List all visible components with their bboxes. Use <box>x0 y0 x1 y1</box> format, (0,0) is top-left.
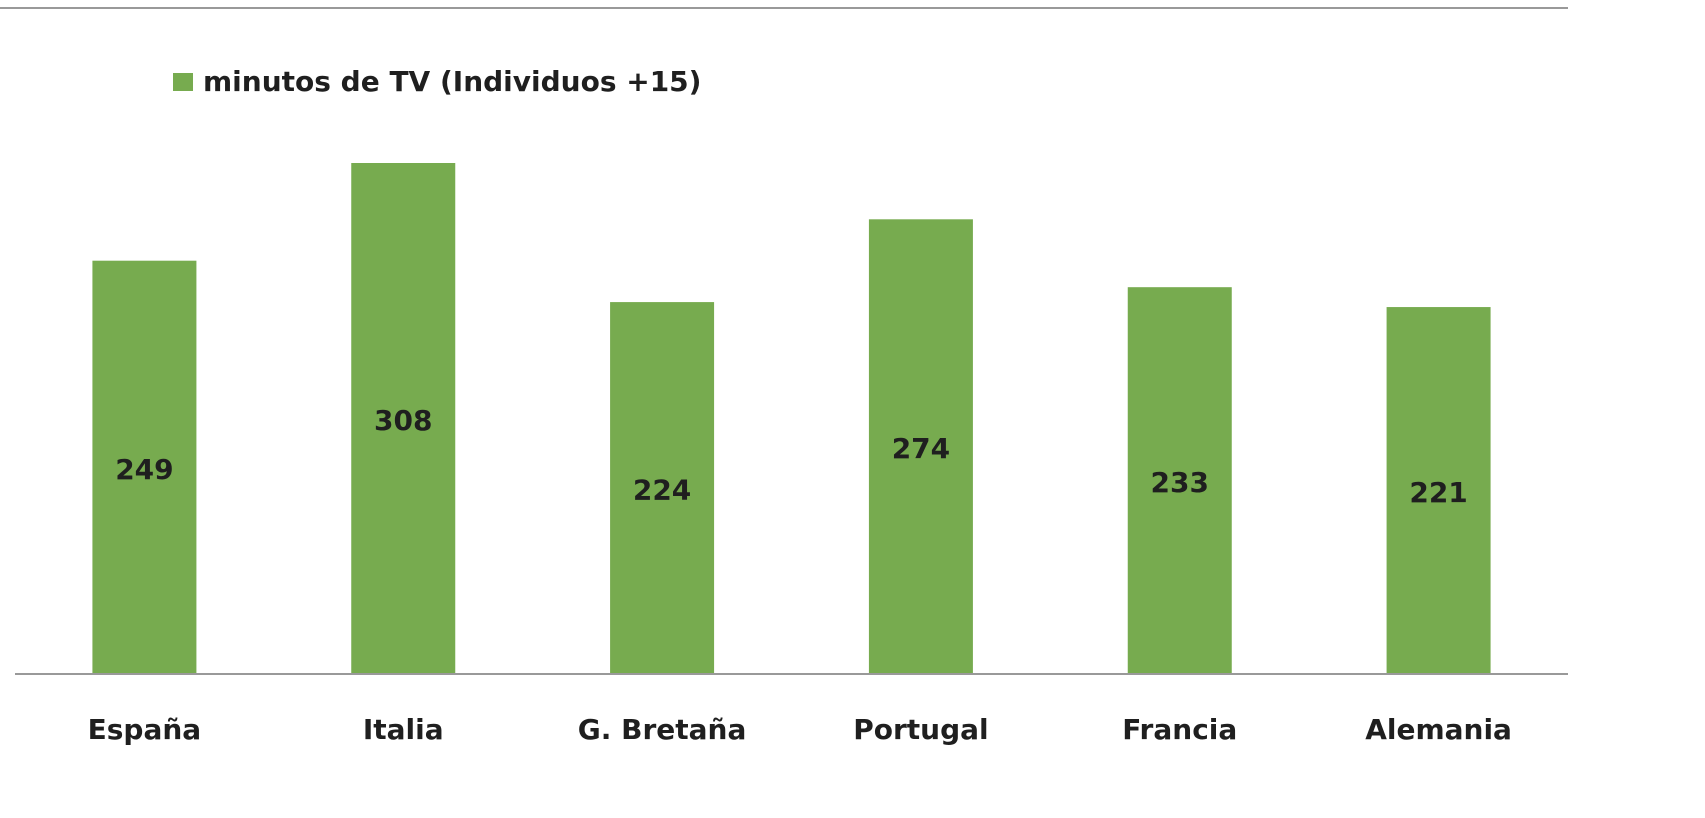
value-label: 233 <box>1151 466 1209 499</box>
x-tick-label: G. Bretaña <box>578 713 747 746</box>
bar <box>1386 307 1491 673</box>
legend-label: minutos de TV (Individuos +15) <box>203 65 701 98</box>
x-tick-label: Alemania <box>1365 713 1512 746</box>
bar <box>92 260 197 673</box>
x-tick-label: Francia <box>1122 713 1237 746</box>
x-tick-label: España <box>88 713 202 746</box>
x-tick-label: Italia <box>363 713 444 746</box>
value-label: 224 <box>633 474 691 507</box>
x-tick-label: Portugal <box>853 713 988 746</box>
legend-swatch <box>173 73 193 91</box>
bar <box>610 302 715 673</box>
value-label: 221 <box>1409 476 1467 509</box>
bar <box>351 163 456 673</box>
value-label: 274 <box>892 432 950 465</box>
value-label: 249 <box>115 453 173 486</box>
value-label: 308 <box>374 404 432 437</box>
bar <box>868 219 973 673</box>
bar <box>1127 287 1232 673</box>
